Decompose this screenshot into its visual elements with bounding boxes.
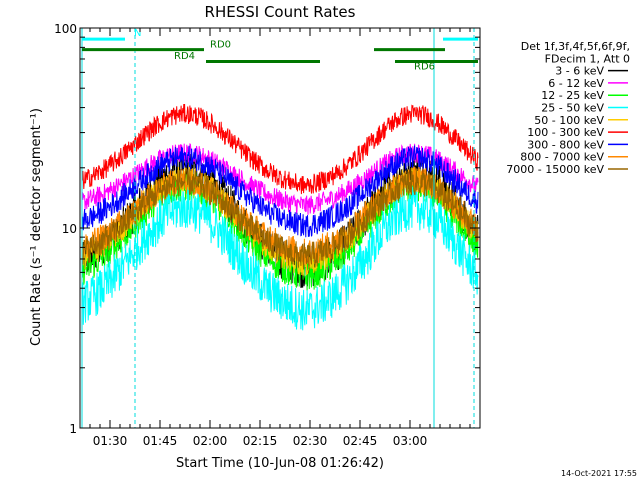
state-bars: N RD0 RD4 RD6 bbox=[82, 28, 478, 73]
series-line-5 bbox=[81, 103, 479, 195]
legend: Det 1f,3f,4f,5f,6f,9f,FDecim 1, Att 03 -… bbox=[506, 40, 630, 176]
x-tick-label-5: 02:45 bbox=[343, 434, 378, 448]
state-label-rd4: RD4 bbox=[174, 51, 195, 62]
legend-label-4: 50 - 100 keV bbox=[534, 114, 604, 127]
legend-label-8: 7000 - 15000 keV bbox=[506, 163, 604, 176]
legend-label-2: 12 - 25 keV bbox=[541, 89, 604, 102]
x-tick-label-6: 03:00 bbox=[393, 434, 428, 448]
chart-title: RHESSI Count Rates bbox=[205, 3, 356, 21]
y-tick-label-0: 1 bbox=[69, 422, 77, 436]
x-tick-label-3: 02:15 bbox=[243, 434, 278, 448]
series-line-3 bbox=[81, 186, 479, 331]
x-tick-label-4: 02:30 bbox=[293, 434, 328, 448]
legend-label-0: 3 - 6 keV bbox=[555, 65, 604, 78]
vertical-markers bbox=[81, 28, 475, 428]
y-axis: 1 10 100 bbox=[54, 22, 480, 436]
legend-header-0: Det 1f,3f,4f,5f,6f,9f, bbox=[521, 40, 630, 53]
legend-label-5: 100 - 300 keV bbox=[527, 126, 604, 139]
legend-label-6: 300 - 800 keV bbox=[527, 138, 604, 151]
timestamp: 14-Oct-2021 17:55 bbox=[561, 469, 637, 478]
x-axis: 01:30 01:45 02:00 02:15 02:30 02:45 03:00 bbox=[79, 28, 481, 448]
legend-header-1: FDecim 1, Att 0 bbox=[545, 52, 630, 65]
y-tick-label-1: 10 bbox=[62, 222, 77, 236]
x-tick-label-1: 01:45 bbox=[143, 434, 178, 448]
y-tick-label-2: 100 bbox=[54, 22, 77, 36]
legend-label-7: 800 - 7000 keV bbox=[520, 151, 604, 164]
x-axis-label: Start Time (10-Jun-08 01:26:42) bbox=[176, 456, 384, 471]
series-line-6 bbox=[81, 145, 479, 238]
series-group bbox=[81, 103, 479, 331]
legend-label-3: 25 - 50 keV bbox=[541, 102, 604, 115]
x-tick-label-0: 01:30 bbox=[93, 434, 128, 448]
series-line-8 bbox=[81, 166, 479, 270]
state-label-n: N bbox=[134, 28, 141, 39]
state-label-rd0: RD0 bbox=[210, 39, 231, 50]
state-label-rd6: RD6 bbox=[414, 62, 435, 73]
y-axis-label: Count Rate (s⁻¹ detector segment⁻¹) bbox=[29, 108, 44, 346]
legend-label-1: 6 - 12 keV bbox=[548, 77, 604, 90]
x-tick-label-2: 02:00 bbox=[193, 434, 228, 448]
